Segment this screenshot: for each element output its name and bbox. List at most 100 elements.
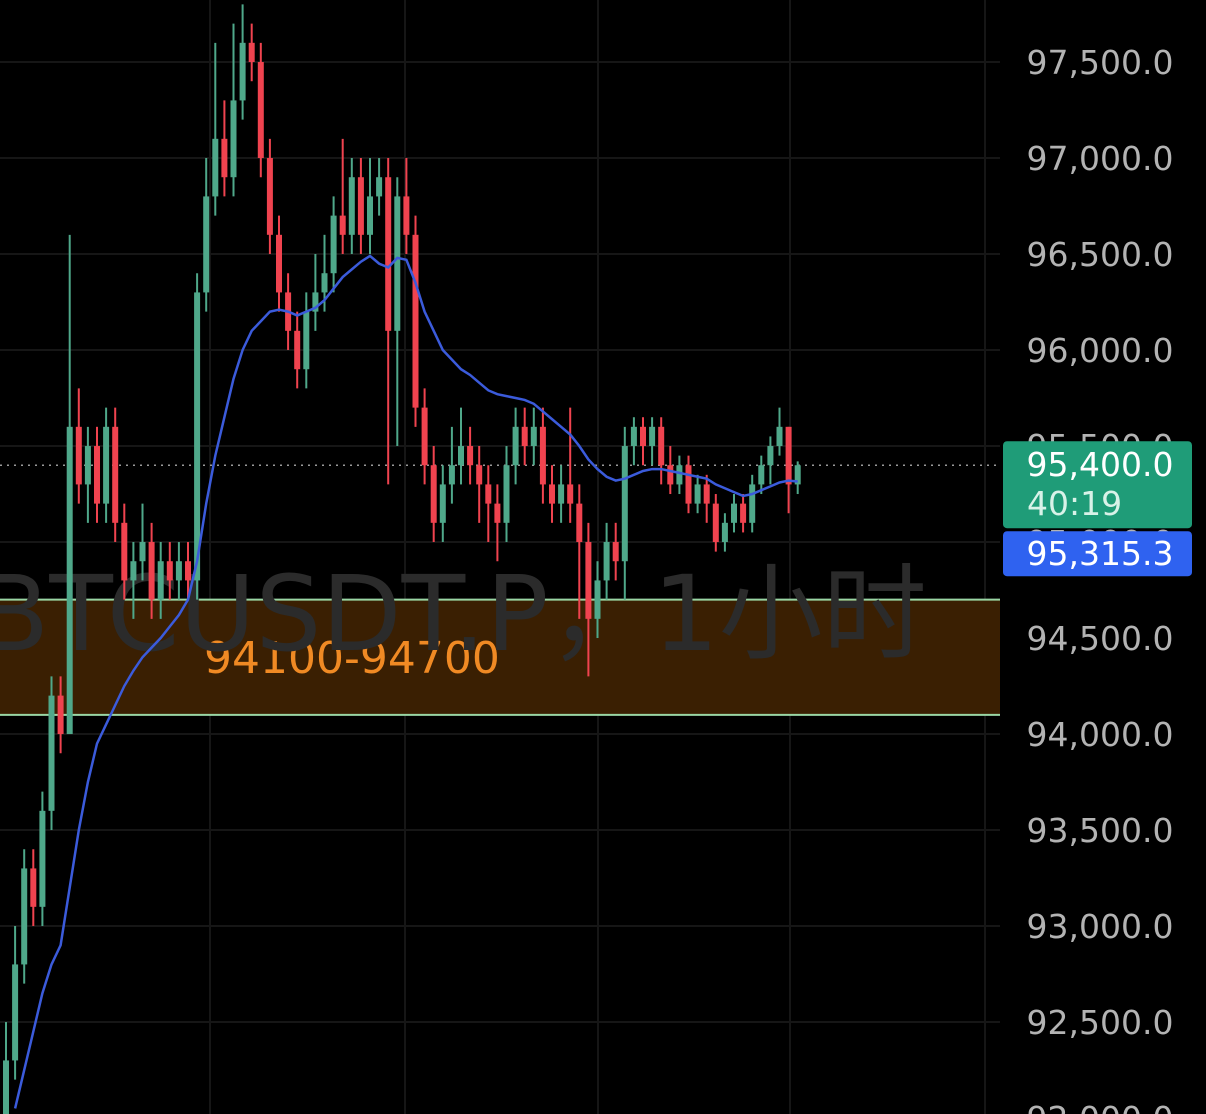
candle-body [312, 292, 319, 312]
candle-body [221, 138, 228, 178]
candle-body [30, 868, 37, 907]
y-tick-label: 92,500.0 [1027, 1003, 1174, 1042]
candle-body [57, 695, 64, 735]
candle-body [121, 522, 128, 581]
candle-body [558, 484, 565, 504]
moving-average [13, 254, 798, 1109]
candle-body [776, 426, 783, 447]
candle-body [412, 234, 419, 408]
candle-body [66, 426, 73, 735]
candle-body [421, 407, 428, 466]
candle-body [157, 561, 164, 600]
candle-body [676, 465, 683, 485]
candle-body [403, 196, 410, 235]
last-price-label: 95,400.0 [1027, 445, 1174, 484]
countdown: 40:19 [1027, 484, 1122, 523]
candle-body [539, 426, 546, 485]
candle-body [485, 484, 492, 504]
candle-body [721, 522, 728, 543]
candle-body [294, 330, 301, 370]
candle-body [266, 158, 273, 235]
candle-body [212, 138, 219, 197]
candle-body [84, 446, 91, 485]
candle-body [530, 426, 537, 447]
candle-body [21, 868, 28, 965]
candle-body [503, 465, 510, 523]
candle-body [103, 426, 110, 504]
candle-body [175, 561, 182, 581]
zone-band [0, 599, 1000, 715]
candle-body [357, 177, 364, 235]
candle-body [12, 964, 19, 1061]
y-tick-label: 94,500.0 [1027, 619, 1174, 658]
candle-body [694, 484, 701, 504]
candle-body [767, 446, 774, 466]
y-tick-label: 97,500.0 [1027, 43, 1174, 82]
candle-body [785, 426, 792, 485]
zone-label: 94100-94700 [204, 633, 500, 684]
candle-body [703, 484, 710, 504]
candle-body [203, 196, 210, 293]
y-tick-label: 96,500.0 [1027, 235, 1174, 274]
y-tick-label: 96,000.0 [1027, 331, 1174, 370]
candle-body [576, 503, 583, 543]
candle-body [567, 484, 574, 504]
candle-body [630, 426, 637, 447]
candle-body [148, 542, 155, 600]
candle-body [448, 465, 455, 485]
candle-body [740, 503, 747, 523]
candle-body [649, 426, 656, 447]
candle-body [348, 177, 355, 235]
watermark: BTCUSDT.P，1小时 [0, 553, 927, 675]
candle-body [585, 542, 592, 619]
candle-body [667, 465, 674, 485]
candle-body [794, 465, 801, 485]
candle-body [276, 234, 282, 293]
candle-body [239, 42, 246, 101]
candle-body [603, 542, 610, 581]
candle-body [130, 561, 137, 581]
candle-body [94, 446, 100, 504]
candle-body [385, 177, 392, 331]
candle-body [75, 426, 82, 485]
candle-body [658, 426, 665, 466]
candle-body [303, 311, 310, 370]
candle-body [330, 215, 337, 274]
candle-body [640, 426, 646, 447]
candle-body [3, 1060, 9, 1114]
ma-price-box [1003, 531, 1192, 577]
candle-body [594, 580, 601, 619]
price-axis: 92,000.0 92,500.0 93,000.0 93,500.0 94,000.0… [1003, 43, 1192, 1114]
time-grid [209, 0, 986, 1114]
plot [0, 4, 1000, 1114]
candle-body [458, 446, 464, 466]
zone: 94100-94700 [0, 598, 1000, 716]
candle-body [394, 196, 401, 331]
candle-body [248, 42, 255, 63]
candle-body [194, 292, 201, 581]
y-tick-label: 93,500.0 [1027, 811, 1174, 850]
candle-body [257, 62, 264, 159]
candle-body [685, 465, 692, 504]
candle-body [185, 561, 191, 581]
candle-body [494, 503, 501, 523]
y-tick-label: 93,000.0 [1027, 907, 1174, 946]
candle-body [376, 177, 383, 197]
candle-body [758, 465, 765, 485]
candle-body [731, 503, 737, 523]
candle-body [48, 695, 55, 811]
y-tick-label: 92,000.0 [1027, 1099, 1174, 1114]
candle-body [467, 446, 474, 466]
candle-body [549, 484, 555, 504]
candle-body [439, 484, 446, 523]
candle-body [612, 542, 619, 562]
ma-price-label: 95,315.3 [1027, 534, 1174, 573]
y-tick-label: 97,000.0 [1027, 139, 1174, 178]
candle-body [367, 196, 373, 235]
candle-body [139, 542, 146, 562]
last-price-box [1003, 441, 1192, 529]
y-tick-label: 94,000.0 [1027, 715, 1174, 754]
candle-body [621, 446, 628, 562]
